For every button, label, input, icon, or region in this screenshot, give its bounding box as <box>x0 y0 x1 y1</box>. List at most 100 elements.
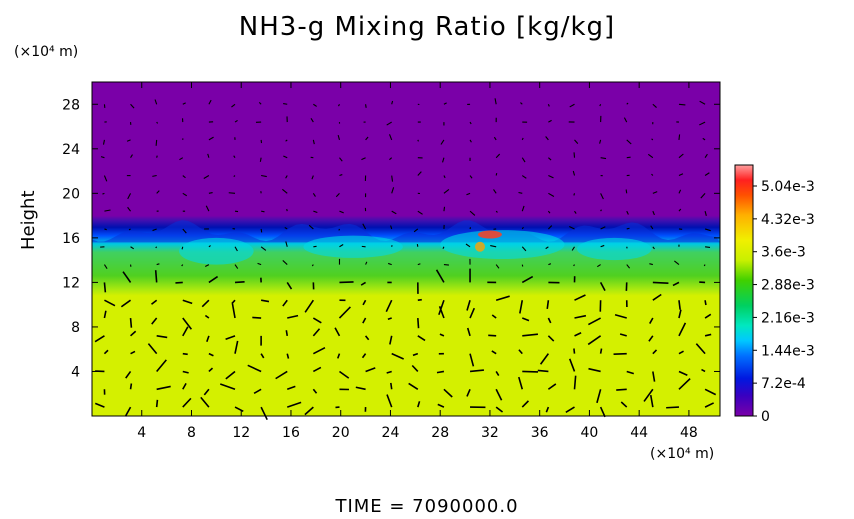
wind-vector <box>440 139 445 145</box>
y-tick-label: 28 <box>62 97 80 113</box>
wind-vector <box>219 383 236 391</box>
wind-vector <box>335 192 340 198</box>
wind-vector <box>389 157 393 161</box>
x-tick-label: 12 <box>232 425 250 441</box>
wind-vector <box>355 386 366 391</box>
wind-vector <box>469 369 484 373</box>
y-tick-label: 8 <box>71 320 80 336</box>
wind-vector <box>674 260 680 266</box>
peak-spot <box>474 241 485 252</box>
wind-vector <box>573 264 575 267</box>
wind-vector <box>208 192 213 194</box>
wind-vector <box>127 193 132 200</box>
wind-vector <box>231 103 236 108</box>
wind-vector <box>417 210 423 215</box>
x-tick-label: 28 <box>431 425 449 441</box>
wind-vector <box>156 190 160 194</box>
wind-vector <box>435 269 445 283</box>
wind-vector <box>491 350 497 355</box>
wind-vector <box>233 155 236 159</box>
y-unit-label: (×10⁴ m) <box>14 44 79 60</box>
wind-vector <box>678 103 686 106</box>
wind-vector <box>574 294 586 301</box>
wind-vector <box>495 153 501 159</box>
wind-vector <box>490 245 497 248</box>
wind-vector <box>545 246 549 250</box>
x-tick-label: 48 <box>680 425 698 441</box>
wind-vector <box>521 137 524 141</box>
wind-vector <box>208 352 214 357</box>
wind-vector <box>672 281 680 287</box>
wind-vector <box>466 192 471 196</box>
wind-vector <box>129 317 133 328</box>
wind-vector <box>619 333 627 337</box>
wind-vector <box>208 136 214 141</box>
wind-vector <box>122 271 132 283</box>
wind-vector <box>231 303 236 319</box>
wind-vector <box>360 281 367 286</box>
wind-vector <box>649 394 654 408</box>
wind-vector <box>208 245 211 248</box>
wind-vector <box>127 206 131 212</box>
wind-vector <box>545 136 549 141</box>
wind-vector <box>626 227 630 230</box>
wind-vector <box>704 300 707 306</box>
wind-vector <box>547 317 552 324</box>
wind-vector <box>411 364 419 373</box>
wind-vector <box>311 175 314 180</box>
wind-vector <box>285 241 288 247</box>
wind-vector <box>626 139 632 145</box>
wind-vector <box>588 367 601 373</box>
wind-vector <box>103 349 109 355</box>
wind-vector <box>286 208 288 212</box>
wind-vector <box>391 187 395 194</box>
wind-vector <box>282 260 288 265</box>
wind-vector <box>154 99 158 105</box>
wind-vector <box>391 175 394 182</box>
wind-vector <box>253 388 262 395</box>
wind-vector <box>104 209 111 212</box>
x-tick-label: 44 <box>630 425 648 441</box>
wind-vector <box>652 349 658 355</box>
wind-vector <box>130 350 136 355</box>
wind-vector <box>666 406 680 409</box>
wind-vector <box>147 343 158 355</box>
wind-vector <box>548 175 554 179</box>
wind-vector <box>648 335 654 342</box>
wind-vector <box>568 358 576 372</box>
wind-vector <box>182 192 188 197</box>
wind-vector <box>311 264 314 267</box>
wind-vector <box>234 264 239 269</box>
y-tick-label: 12 <box>62 275 80 291</box>
wind-vector <box>231 299 236 305</box>
wind-vector <box>443 388 453 398</box>
wind-vector <box>156 121 159 124</box>
wind-vector <box>124 406 132 417</box>
wind-vector <box>443 175 446 179</box>
colorbar-tick-label: 7.2e-4 <box>761 376 806 392</box>
wind-vector <box>704 313 712 319</box>
wind-vector <box>417 171 422 176</box>
wind-vector <box>208 275 219 284</box>
colorbar <box>734 164 754 417</box>
wind-vector <box>520 102 523 105</box>
wind-vector <box>339 244 344 248</box>
wind-vector <box>181 246 184 250</box>
wind-vector <box>286 385 296 391</box>
wind-vector <box>103 175 108 182</box>
wind-vector <box>285 139 288 142</box>
wind-vector <box>391 210 397 215</box>
wind-vector <box>700 192 706 199</box>
wind-vector <box>386 121 392 126</box>
wind-vector <box>652 246 655 250</box>
wind-vector <box>678 370 688 376</box>
wind-vector <box>304 406 314 416</box>
wind-vector <box>203 388 210 396</box>
wind-vector <box>495 172 498 176</box>
wind-vector <box>339 174 343 177</box>
wind-vector <box>704 388 717 396</box>
wind-vector <box>130 246 135 250</box>
wind-vector <box>225 370 236 380</box>
wind-vector <box>156 155 158 158</box>
y-tick-label: 20 <box>62 186 80 202</box>
